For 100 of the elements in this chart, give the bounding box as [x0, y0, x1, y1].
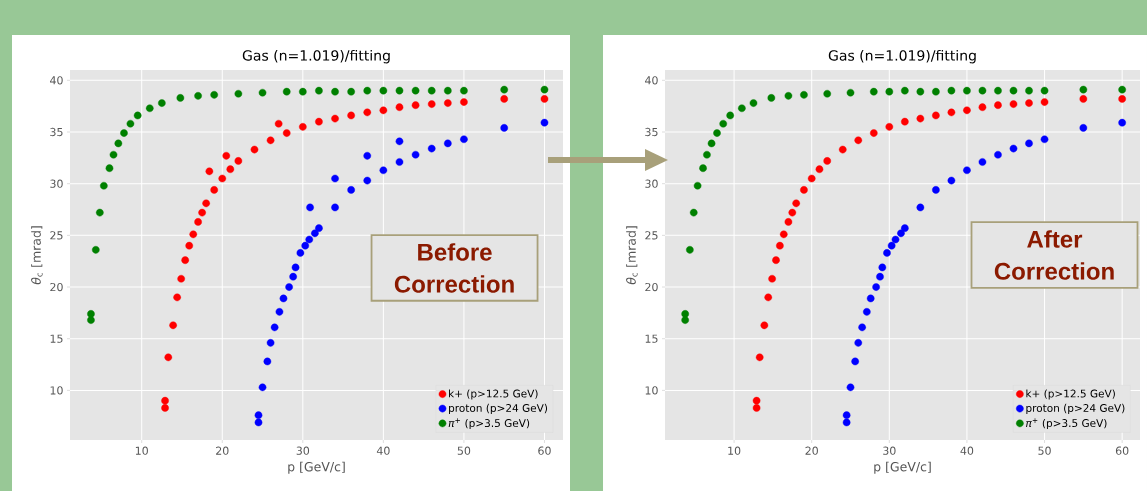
- x-tick-label: 40: [376, 446, 390, 455]
- point: [444, 86, 452, 95]
- annotation: Before Correction: [394, 243, 514, 293]
- point: [689, 208, 698, 217]
- point: [916, 203, 925, 212]
- point: [846, 88, 855, 97]
- point: [395, 86, 404, 95]
- point: [994, 86, 1002, 95]
- y-tick-label: 10: [645, 386, 658, 395]
- point: [800, 91, 808, 99]
- point: [305, 235, 314, 244]
- point: [854, 136, 863, 145]
- point: [792, 199, 800, 208]
- point: [258, 88, 267, 97]
- point: [1118, 95, 1126, 103]
- point: [1079, 85, 1088, 94]
- point: [164, 353, 173, 362]
- point: [169, 321, 177, 330]
- point: [784, 92, 793, 100]
- point: [299, 123, 307, 131]
- x-tick-label: 50: [1038, 446, 1051, 455]
- point: [901, 86, 909, 95]
- point: [1118, 85, 1126, 94]
- point: [301, 241, 310, 250]
- point: [114, 139, 123, 148]
- point: [274, 119, 283, 128]
- point: [947, 176, 956, 185]
- point: [177, 274, 185, 283]
- point: [109, 150, 118, 159]
- x-tick-label: 20: [216, 446, 229, 455]
- point: [978, 86, 987, 95]
- point: [411, 101, 420, 109]
- point: [202, 199, 210, 208]
- point: [713, 129, 721, 137]
- point: [947, 108, 956, 117]
- point: [226, 165, 235, 174]
- point: [838, 145, 847, 154]
- point: [1009, 100, 1018, 108]
- point: [755, 353, 764, 362]
- y-axis-title: θ$_{c}$ [mrad]: [31, 226, 43, 285]
- point: [500, 95, 509, 103]
- legend-label: k+ (p>12.5 GeV): [449, 389, 538, 400]
- point: [760, 321, 769, 330]
- point: [978, 158, 987, 166]
- point: [963, 86, 971, 95]
- point: [752, 404, 761, 412]
- point: [842, 418, 851, 427]
- point: [858, 323, 866, 332]
- annotation: After Correction: [994, 230, 1114, 280]
- point: [540, 118, 549, 127]
- x-tick-label: 30: [883, 446, 896, 455]
- point: [347, 87, 355, 96]
- point: [254, 418, 263, 427]
- point: [947, 86, 956, 95]
- point: [266, 339, 275, 347]
- point: [916, 87, 925, 96]
- point: [158, 99, 166, 107]
- point: [854, 339, 863, 347]
- point: [1040, 98, 1049, 106]
- point: [176, 94, 185, 102]
- y-tick-label: 30: [645, 179, 658, 188]
- point: [863, 308, 871, 316]
- point: [145, 104, 154, 113]
- point: [752, 396, 761, 405]
- point: [250, 145, 259, 154]
- point: [100, 181, 108, 190]
- point: [1025, 99, 1033, 107]
- point: [379, 166, 388, 175]
- point: [234, 89, 243, 98]
- point: [96, 208, 104, 217]
- point: [866, 294, 875, 303]
- point: [379, 106, 388, 115]
- point: [768, 274, 776, 283]
- y-tick-label: 40: [645, 76, 658, 85]
- point: [916, 114, 925, 123]
- point: [891, 235, 900, 244]
- point: [719, 119, 728, 128]
- point: [222, 151, 231, 160]
- point: [500, 85, 509, 94]
- y-tick-label: 25: [645, 231, 658, 240]
- point: [87, 310, 95, 318]
- legend-label: proton (p>24 GeV): [1026, 403, 1125, 414]
- point: [932, 87, 940, 96]
- point: [1079, 95, 1088, 103]
- point: [315, 117, 323, 126]
- point: [699, 164, 707, 172]
- point: [784, 218, 793, 226]
- point: [738, 104, 746, 113]
- point: [540, 95, 549, 103]
- point: [963, 106, 971, 115]
- point: [1040, 86, 1049, 95]
- point: [291, 263, 300, 272]
- point: [994, 101, 1002, 109]
- point: [823, 157, 832, 165]
- point: [254, 411, 263, 419]
- point: [189, 230, 198, 239]
- point: [395, 103, 404, 111]
- point: [198, 208, 206, 217]
- point: [963, 166, 971, 175]
- point: [234, 157, 243, 165]
